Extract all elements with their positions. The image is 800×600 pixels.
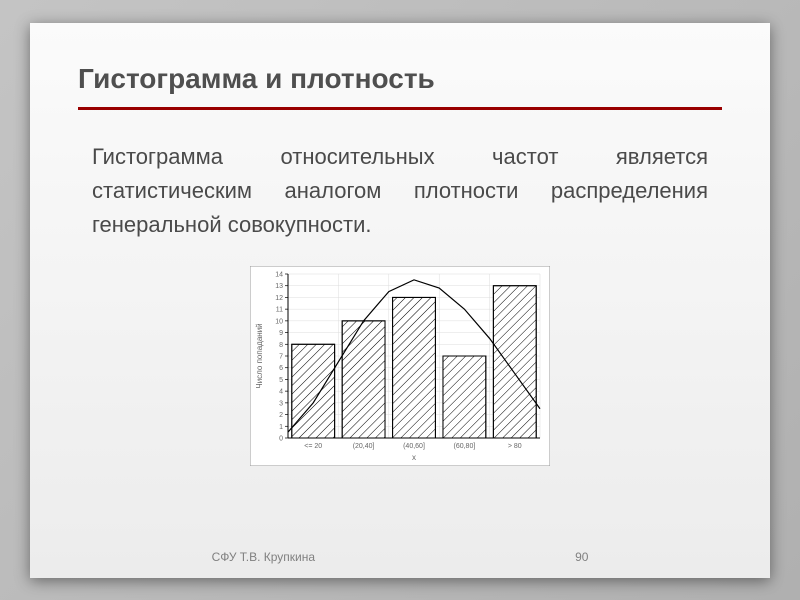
svg-text:(40,60]: (40,60]: [403, 443, 425, 450]
svg-text:14: 14: [275, 271, 283, 278]
svg-text:9: 9: [279, 330, 283, 337]
svg-text:(20,40]: (20,40]: [353, 443, 375, 450]
svg-text:<= 20: <= 20: [304, 443, 322, 450]
slide-footer: СФУ Т.В. Крупкина 90: [30, 550, 770, 564]
title-underline: [78, 107, 722, 110]
svg-text:2: 2: [279, 412, 283, 419]
svg-text:6: 6: [279, 365, 283, 372]
svg-text:12: 12: [275, 295, 283, 302]
chart-container: 01234567891011121314<= 20(20,40](40,60](…: [78, 266, 722, 466]
svg-text:10: 10: [275, 318, 283, 325]
svg-text:13: 13: [275, 283, 283, 290]
svg-text:8: 8: [279, 342, 283, 349]
histogram-density-chart: 01234567891011121314<= 20(20,40](40,60](…: [250, 266, 550, 466]
svg-text:> 80: > 80: [508, 443, 522, 450]
svg-text:5: 5: [279, 377, 283, 384]
svg-text:11: 11: [276, 306, 283, 313]
svg-text:3: 3: [279, 400, 283, 407]
slide-title: Гистограмма и плотность: [78, 63, 722, 95]
page-number: 90: [575, 550, 588, 564]
footer-author: СФУ Т.В. Крупкина: [212, 550, 316, 564]
svg-text:1: 1: [279, 424, 283, 431]
svg-text:7: 7: [279, 353, 283, 360]
svg-text:Число попаданий: Число попаданий: [255, 323, 264, 388]
slide-paragraph: Гистограмма относительных частот являетс…: [78, 140, 722, 242]
svg-text:x: x: [412, 453, 416, 462]
svg-text:0: 0: [279, 435, 283, 442]
svg-text:(60,80]: (60,80]: [454, 443, 476, 450]
slide: Гистограмма и плотность Гистограмма отно…: [30, 23, 770, 578]
svg-text:4: 4: [279, 388, 283, 395]
